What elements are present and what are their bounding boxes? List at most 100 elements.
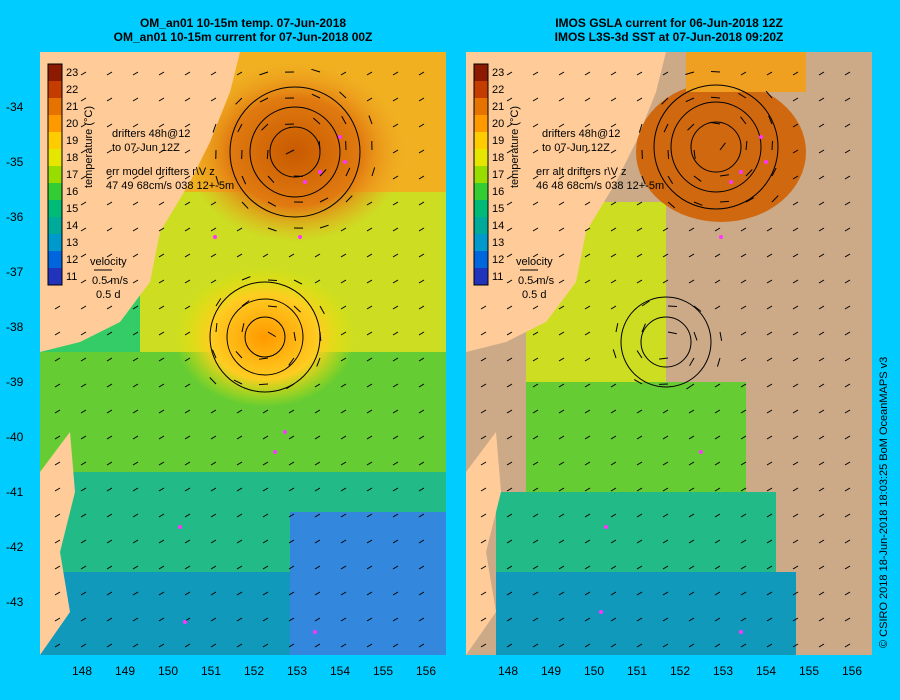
colorbar-swatch xyxy=(474,234,488,251)
velocity-arrow xyxy=(184,201,191,206)
velocity-arrow xyxy=(106,409,113,414)
velocity-arrow xyxy=(766,565,773,570)
velocity-arrow xyxy=(688,461,695,466)
velocity-arrow xyxy=(236,487,243,492)
colorbar-tick-label: 19 xyxy=(492,135,504,147)
velocity-arrow xyxy=(366,71,373,76)
velocity-arrow xyxy=(314,435,321,440)
velocity-arrow xyxy=(844,383,851,388)
velocity-arrow xyxy=(366,487,373,492)
velocity-arrow xyxy=(235,351,243,359)
velocity-arrow xyxy=(241,201,249,209)
velocity-arrow xyxy=(267,331,276,338)
velocity-arrow xyxy=(418,643,425,648)
velocity-arrow xyxy=(80,201,87,206)
velocity-arrow xyxy=(693,149,696,159)
left-velocity-time: 0.5 d xyxy=(96,289,120,301)
land-tasmania-right xyxy=(466,432,501,655)
velocity-arrow xyxy=(532,643,539,648)
velocity-arrow xyxy=(392,149,399,154)
velocity-arrow xyxy=(480,591,487,596)
velocity-arrow xyxy=(132,383,139,388)
velocity-arrow xyxy=(766,513,773,518)
velocity-arrow xyxy=(818,357,825,362)
velocity-arrow xyxy=(366,305,373,310)
lat-tick-label: -37 xyxy=(6,265,24,279)
colorbar-tick-label: 17 xyxy=(66,169,78,181)
velocity-arrow xyxy=(532,409,539,414)
left-drifters-label1: drifters 48h@12 xyxy=(112,128,190,140)
velocity-arrow xyxy=(818,383,825,388)
lat-tick-label: -40 xyxy=(6,430,24,444)
velocity-arrow xyxy=(506,539,513,544)
velocity-arrow xyxy=(132,331,139,336)
velocity-arrow xyxy=(506,201,513,206)
velocity-arrow xyxy=(685,71,695,76)
velocity-arrow xyxy=(818,409,825,414)
velocity-arrow xyxy=(506,175,513,180)
velocity-arrow xyxy=(288,617,295,622)
velocity-arrow xyxy=(688,617,695,622)
velocity-arrow xyxy=(693,331,698,341)
velocity-arrow xyxy=(80,513,87,518)
velocity-arrow xyxy=(293,305,301,313)
velocity-arrow xyxy=(288,253,295,258)
velocity-arrow xyxy=(392,279,399,284)
right-map-svg: 23 22 21 20 19 18 17 16 15 14 13 12 11 temperature (… xyxy=(466,52,872,655)
velocity-arrow xyxy=(184,487,191,492)
velocity-arrow xyxy=(233,379,243,385)
velocity-arrow xyxy=(368,115,373,125)
velocity-arrow xyxy=(288,487,295,492)
lon-tick-label: 153 xyxy=(287,664,308,678)
velocity-arrow xyxy=(340,305,347,310)
velocity-arrow xyxy=(714,227,721,232)
velocity-arrow xyxy=(288,461,295,466)
velocity-arrow xyxy=(662,643,669,648)
velocity-arrow xyxy=(766,591,773,596)
velocity-arrow xyxy=(54,305,61,310)
velocity-arrow xyxy=(392,409,399,414)
velocity-arrow xyxy=(392,383,399,388)
colorbar-frame xyxy=(473,63,489,286)
velocity-arrow xyxy=(584,409,591,414)
velocity-arrow xyxy=(818,227,825,232)
velocity-arrow xyxy=(662,487,669,492)
velocity-arrow xyxy=(286,383,295,390)
velocity-arrow xyxy=(745,169,753,177)
velocity-arrow xyxy=(158,97,165,102)
velocity-arrow xyxy=(661,97,669,105)
velocity-arrow xyxy=(792,123,799,128)
velocity-arrow xyxy=(418,409,425,414)
colorbar-right: 23 22 21 20 19 18 17 16 15 14 13 12 11 xyxy=(473,63,504,286)
velocity-arrow xyxy=(688,409,695,414)
colorbar-tick-label: 23 xyxy=(66,67,78,79)
velocity-arrow xyxy=(711,121,721,125)
velocity-arrow xyxy=(210,409,217,414)
velocity-arrow xyxy=(610,123,617,128)
velocity-arrow xyxy=(262,487,269,492)
velocity-arrow xyxy=(558,487,565,492)
colorbar-tick-label: 16 xyxy=(492,186,504,198)
colorbar-tick-label: 11 xyxy=(492,271,503,283)
velocity-arrow xyxy=(80,461,87,466)
velocity-arrow xyxy=(210,565,217,570)
right-title: IMOS GSLA current for 06-Jun-2018 12Z IM… xyxy=(466,16,872,44)
velocity-arrow xyxy=(288,643,295,648)
velocity-arrow xyxy=(184,539,191,544)
velocity-arrow xyxy=(610,643,617,648)
velocity-arrow xyxy=(215,175,220,185)
velocity-arrow xyxy=(532,513,539,518)
velocity-arrow xyxy=(106,305,113,310)
velocity-arrow xyxy=(236,643,243,648)
velocity-arrow xyxy=(532,617,539,622)
velocity-arrow xyxy=(236,565,243,570)
velocity-arrow xyxy=(714,409,721,414)
colorbar-frame xyxy=(47,63,63,286)
velocity-arrow xyxy=(766,71,773,76)
velocity-arrow xyxy=(818,305,825,310)
velocity-arrow xyxy=(311,68,321,73)
velocity-arrow xyxy=(792,253,799,258)
velocity-arrow xyxy=(184,71,191,76)
velocity-arrow xyxy=(532,305,539,310)
velocity-arrow xyxy=(610,487,617,492)
